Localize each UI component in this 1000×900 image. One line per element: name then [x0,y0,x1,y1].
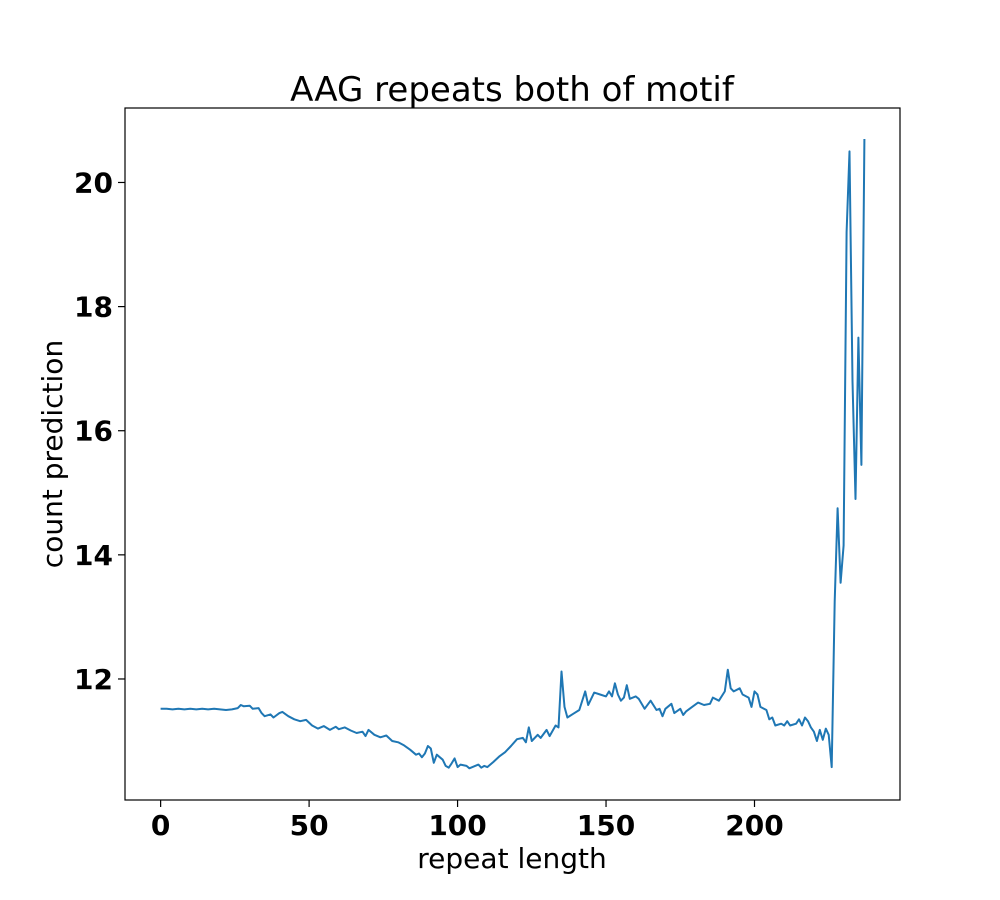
x-tick-label: 150 [577,809,635,842]
x-tick-label: 100 [428,809,486,842]
x-tick-label: 200 [725,809,783,842]
y-tick-label: 14 [74,539,113,572]
x-tick-label: 50 [290,809,329,842]
x-tick-label: 0 [151,809,170,842]
series-line-0 [160,138,866,770]
y-tick-label: 18 [74,291,113,324]
chart-title: AAG repeats both of motif [290,70,735,110]
x-axis-label: repeat length [417,842,606,875]
y-tick-label: 20 [74,166,113,199]
y-axis: 12 14 16 18 20 [74,166,125,696]
y-tick-label: 12 [74,663,113,696]
y-tick-label: 16 [74,415,113,448]
plot-area [124,107,901,801]
y-axis-label: count prediction [36,340,69,568]
series-layer [160,138,866,770]
x-axis: 0 50 100 150 200 [151,800,784,842]
